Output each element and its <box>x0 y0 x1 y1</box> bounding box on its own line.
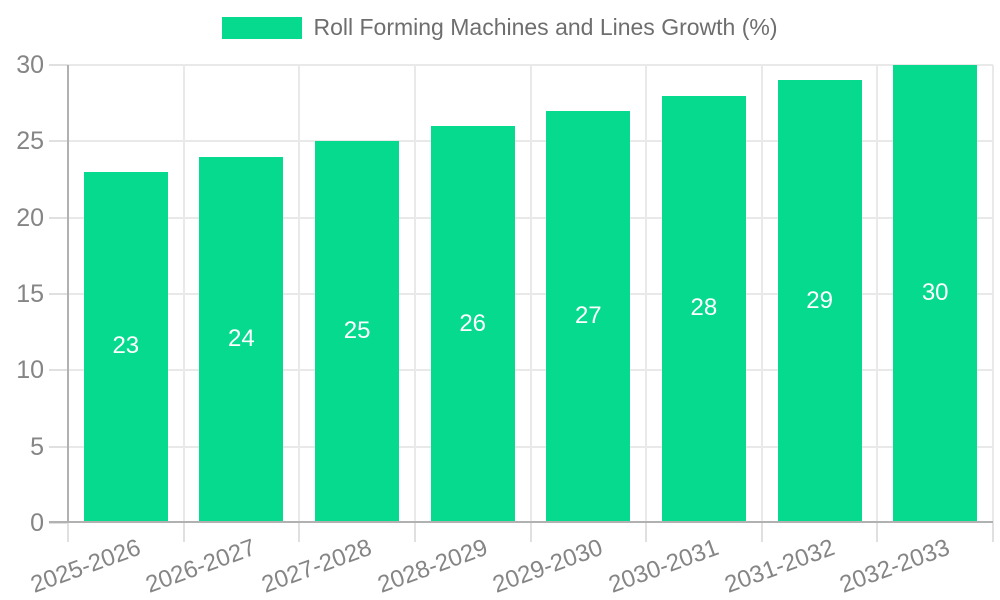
x-axis-tick <box>876 523 878 542</box>
y-tick-label: 30 <box>16 51 44 79</box>
gridline-vertical <box>761 65 763 523</box>
y-tick-label: 5 <box>30 433 44 461</box>
gridline-vertical <box>414 65 416 523</box>
bar-value-label: 23 <box>112 332 140 360</box>
bar[interactable] <box>315 141 400 521</box>
bar[interactable] <box>777 80 862 521</box>
y-axis-tick <box>49 217 68 219</box>
x-axis-tick <box>183 523 185 542</box>
gridline-vertical <box>298 65 300 523</box>
y-tick-label: 20 <box>16 204 44 232</box>
y-axis-tick <box>49 369 68 371</box>
x-axis-line <box>49 521 993 523</box>
y-axis-tick <box>49 140 68 142</box>
x-axis-tick <box>530 523 532 542</box>
y-tick-label: 0 <box>30 509 44 537</box>
y-axis-tick <box>49 293 68 295</box>
y-tick-label: 25 <box>16 127 44 155</box>
gridline-vertical <box>645 65 647 523</box>
bar[interactable] <box>430 126 515 521</box>
y-tick-label: 10 <box>16 356 44 384</box>
bar[interactable] <box>546 110 631 521</box>
x-axis-tick <box>67 523 69 542</box>
legend[interactable]: Roll Forming Machines and Lines Growth (… <box>0 14 1000 41</box>
x-axis-tick <box>761 523 763 542</box>
bar[interactable] <box>893 65 978 521</box>
legend-label: Roll Forming Machines and Lines Growth (… <box>313 14 778 40</box>
x-axis-tick <box>645 523 647 542</box>
bar[interactable] <box>83 171 168 521</box>
bar-value-label: 29 <box>806 286 833 314</box>
bar[interactable] <box>661 95 746 521</box>
x-axis-tick <box>298 523 300 542</box>
x-axis-tick <box>992 523 994 542</box>
gridline-vertical <box>530 65 532 523</box>
y-axis-line <box>67 65 69 523</box>
legend-swatch <box>222 16 303 39</box>
gridline-vertical <box>876 65 878 523</box>
bar-value-label: 28 <box>690 294 718 322</box>
y-axis-tick <box>49 64 68 66</box>
bar-value-label: 27 <box>574 301 602 329</box>
bar-value-label: 25 <box>343 317 371 345</box>
y-axis-tick <box>49 446 68 448</box>
y-tick-label: 15 <box>16 280 44 308</box>
bar-value-label: 26 <box>459 309 487 337</box>
x-axis-tick <box>414 523 416 542</box>
bar-value-label: 24 <box>228 324 255 352</box>
y-axis-tick <box>49 522 68 524</box>
bar[interactable] <box>199 156 284 521</box>
gridline-vertical <box>183 65 185 523</box>
bar-value-label: 30 <box>921 279 949 306</box>
gridline-vertical <box>992 65 994 523</box>
